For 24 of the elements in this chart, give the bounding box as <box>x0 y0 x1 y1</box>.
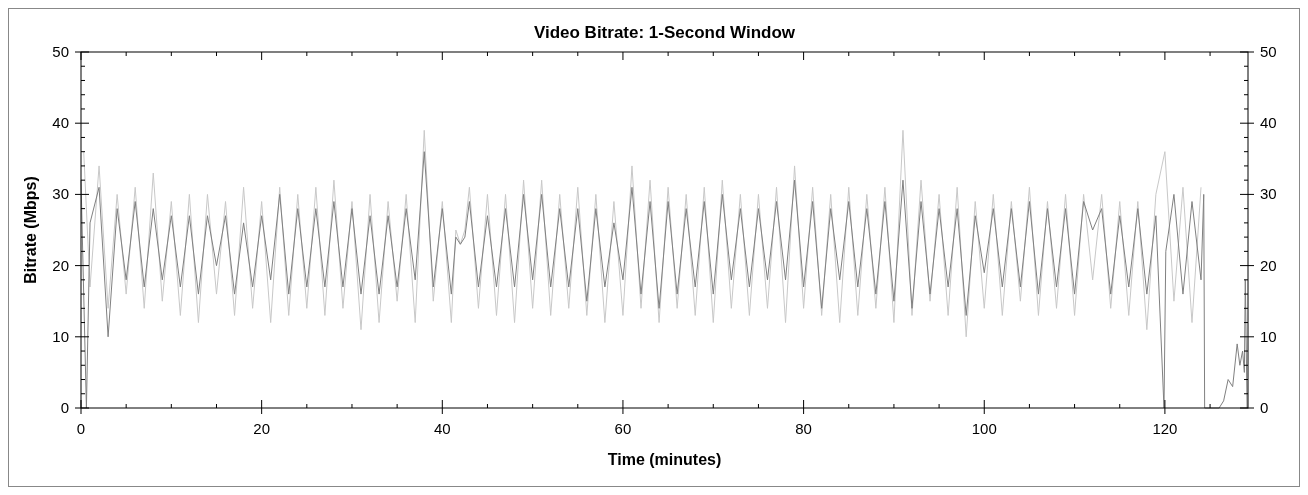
y2-tick-label: 40 <box>1260 114 1277 132</box>
x-tick-label: 80 <box>795 420 812 437</box>
x-tick-label: 40 <box>433 420 451 437</box>
y2-tick-label: 50 <box>1260 43 1277 60</box>
x-tick-label: 20 <box>253 420 270 437</box>
y2-tick-label: 20 <box>1260 256 1277 274</box>
chart-title: Video Bitrate: 1-Second Window <box>533 23 796 42</box>
x-tick-label: 100 <box>971 420 997 437</box>
y-tick-label: 30 <box>52 185 69 203</box>
x-tick-label: 60 <box>614 420 632 437</box>
y-tick-label: 10 <box>52 327 69 345</box>
y-tick-label: 20 <box>52 256 69 274</box>
line-series <box>83 129 1202 338</box>
y2-tick-label: 0 <box>1260 399 1269 416</box>
y-tick-label: 50 <box>52 43 69 60</box>
y2-tick-label: 10 <box>1260 327 1277 345</box>
y-tick-label: 40 <box>52 114 69 132</box>
x-tick-label: 0 <box>76 420 86 437</box>
x-tick-label: 120 <box>1152 420 1178 437</box>
y-axis-title: Bitrate (Mbps) <box>22 176 39 284</box>
x-axis-title: Time (minutes) <box>607 451 722 468</box>
y-tick-label: 0 <box>60 399 69 416</box>
y2-tick-label: 30 <box>1260 185 1277 203</box>
line-series <box>80 151 1248 409</box>
